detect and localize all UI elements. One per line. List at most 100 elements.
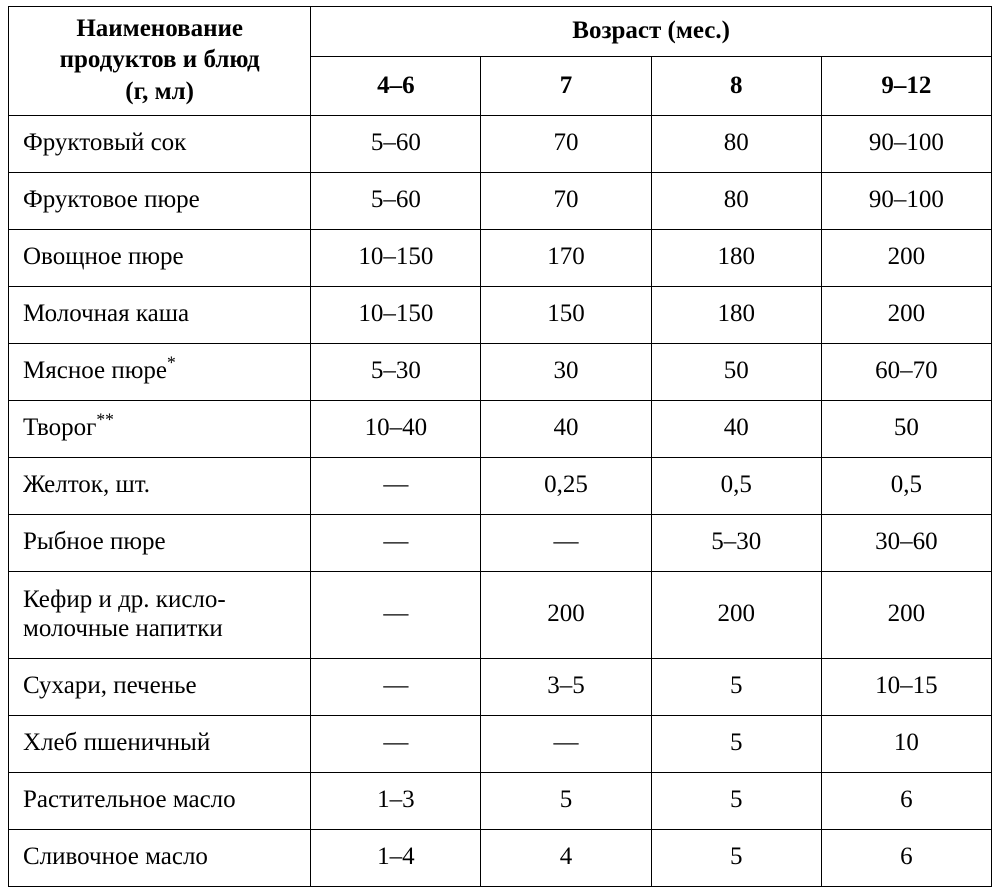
row-label-text: Молочная каша xyxy=(23,300,189,327)
cell-value: 5–30 xyxy=(311,343,481,400)
cell-value: 10–150 xyxy=(311,229,481,286)
table-row: Фруктовое пюре 5–60708090–100 xyxy=(9,172,992,229)
table-row: Мясное пюре*5–30305060–70 xyxy=(9,343,992,400)
cell-value: 90–100 xyxy=(821,115,991,172)
row-label-text: Сухари, печенье xyxy=(23,672,197,699)
header-age-col-2: 8 xyxy=(651,57,821,115)
cell-value: 40 xyxy=(481,400,651,457)
cell-value: 10–15 xyxy=(821,658,991,715)
cell-value: 5 xyxy=(651,772,821,829)
cell-value: — xyxy=(311,658,481,715)
cell-value: 150 xyxy=(481,286,651,343)
cell-value: 60–70 xyxy=(821,343,991,400)
cell-value: 40 xyxy=(651,400,821,457)
row-label-text: Творог xyxy=(23,414,96,441)
cell-value: 200 xyxy=(821,571,991,658)
header-age-col-3: 9–12 xyxy=(821,57,991,115)
cell-value: 180 xyxy=(651,229,821,286)
table-row: Кефир и др. кисло-молочные напитки—20020… xyxy=(9,571,992,658)
row-label: Мясное пюре* xyxy=(9,343,311,400)
header-age-col-0: 4–6 xyxy=(311,57,481,115)
row-label-text: Овощное пюре xyxy=(23,243,184,270)
cell-value: 30 xyxy=(481,343,651,400)
row-label-line2: молочные напитки xyxy=(23,615,223,642)
cell-value: 80 xyxy=(651,115,821,172)
cell-value: 6 xyxy=(821,829,991,886)
row-label: Фруктовый сок xyxy=(9,115,311,172)
row-label: Растительное масло xyxy=(9,772,311,829)
cell-value: 5 xyxy=(481,772,651,829)
table-body: Фруктовый сок5–60708090–100Фруктовое пюр… xyxy=(9,115,992,886)
row-label: Рыбное пюре xyxy=(9,514,311,571)
cell-value: 200 xyxy=(821,229,991,286)
cell-value: 1–4 xyxy=(311,829,481,886)
header-products-line3: (г, мл) xyxy=(125,78,194,105)
cell-value: 10–40 xyxy=(311,400,481,457)
header-age-col-1: 7 xyxy=(481,57,651,115)
cell-value: 80 xyxy=(651,172,821,229)
cell-value: 3–5 xyxy=(481,658,651,715)
cell-value: 30–60 xyxy=(821,514,991,571)
cell-value: 90–100 xyxy=(821,172,991,229)
header-age-title: Возраст (мес.) xyxy=(311,7,992,57)
row-label-text: Сливочное масло xyxy=(23,843,208,870)
cell-value: — xyxy=(481,514,651,571)
row-label-line1: Кефир и др. кисло- xyxy=(23,586,226,613)
cell-value: 4 xyxy=(481,829,651,886)
cell-value: 200 xyxy=(481,571,651,658)
table-container: Наименование продуктов и блюд (г, мл) Во… xyxy=(0,0,1000,893)
cell-value: — xyxy=(311,457,481,514)
cell-value: — xyxy=(481,715,651,772)
row-label: Желток, шт. xyxy=(9,457,311,514)
row-label: Фруктовое пюре xyxy=(9,172,311,229)
cell-value: 70 xyxy=(481,172,651,229)
table-row: Сухари, печенье —3–5510–15 xyxy=(9,658,992,715)
row-label-text: Растительное масло xyxy=(23,786,236,813)
cell-value: 70 xyxy=(481,115,651,172)
table-row: Рыбное пюре——5–3030–60 xyxy=(9,514,992,571)
row-label: Творог** xyxy=(9,400,311,457)
cell-value: 50 xyxy=(651,343,821,400)
feeding-schedule-table: Наименование продуктов и блюд (г, мл) Во… xyxy=(8,6,992,887)
row-label-text: Фруктовое пюре xyxy=(23,186,200,213)
row-label-text: Фруктовый сок xyxy=(23,129,186,156)
cell-value: 50 xyxy=(821,400,991,457)
table-row: Хлеб пшеничный——510 xyxy=(9,715,992,772)
cell-value: 1–3 xyxy=(311,772,481,829)
table-row: Желток, шт.—0,250,50,5 xyxy=(9,457,992,514)
row-label-text: Мясное пюре xyxy=(23,357,167,384)
header-products-line1: Наименование xyxy=(76,15,243,42)
cell-value: 0,5 xyxy=(651,457,821,514)
row-label-sup: ** xyxy=(96,410,114,430)
row-label-text: Рыбное пюре xyxy=(23,528,166,555)
cell-value: 0,5 xyxy=(821,457,991,514)
table-row: Растительное масло1–3556 xyxy=(9,772,992,829)
header-products-line2: продуктов и блюд xyxy=(60,46,260,73)
cell-value: 6 xyxy=(821,772,991,829)
header-products-label: Наименование продуктов и блюд (г, мл) xyxy=(9,7,311,116)
cell-value: — xyxy=(311,715,481,772)
row-label: Овощное пюре xyxy=(9,229,311,286)
cell-value: 5–60 xyxy=(311,172,481,229)
cell-value: 10–150 xyxy=(311,286,481,343)
cell-value: 200 xyxy=(821,286,991,343)
cell-value: — xyxy=(311,514,481,571)
row-label: Кефир и др. кисло-молочные напитки xyxy=(9,571,311,658)
cell-value: 170 xyxy=(481,229,651,286)
row-label: Хлеб пшеничный xyxy=(9,715,311,772)
table-row: Сливочное масло 1–4456 xyxy=(9,829,992,886)
row-label-sup: * xyxy=(167,353,176,373)
cell-value: 5 xyxy=(651,829,821,886)
row-label-text: Желток, шт. xyxy=(23,471,150,498)
cell-value: 5 xyxy=(651,658,821,715)
table-row: Молочная каша10–150150180200 xyxy=(9,286,992,343)
table-header: Наименование продуктов и блюд (г, мл) Во… xyxy=(9,7,992,116)
row-label: Сливочное масло xyxy=(9,829,311,886)
row-label-text: Хлеб пшеничный xyxy=(23,729,210,756)
table-row: Овощное пюре 10–150170180200 xyxy=(9,229,992,286)
table-row: Творог**10–40404050 xyxy=(9,400,992,457)
row-label: Молочная каша xyxy=(9,286,311,343)
table-row: Фруктовый сок5–60708090–100 xyxy=(9,115,992,172)
row-label: Сухари, печенье xyxy=(9,658,311,715)
cell-value: 5 xyxy=(651,715,821,772)
